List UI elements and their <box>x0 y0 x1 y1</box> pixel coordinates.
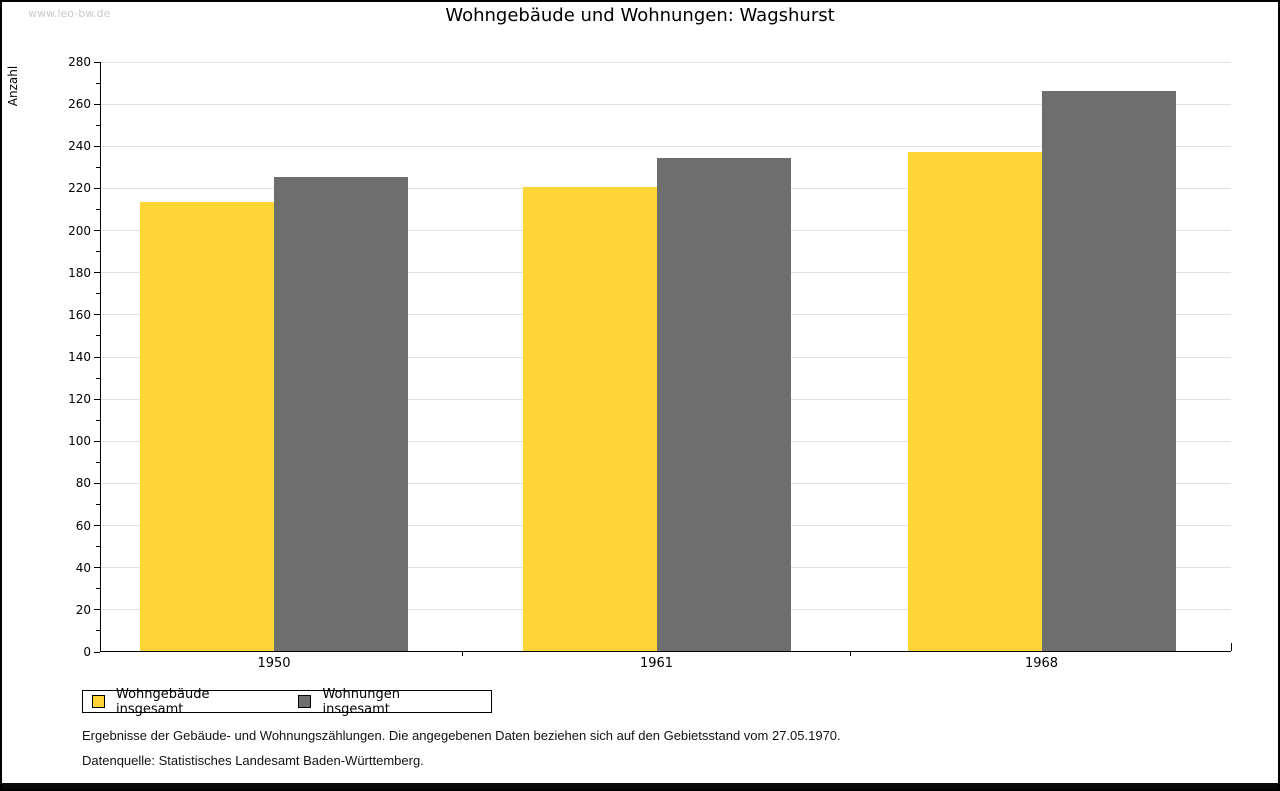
y-tick-20 <box>94 609 100 611</box>
footer-note: Ergebnisse der Gebäude- und Wohnungszähl… <box>82 728 841 743</box>
y-tick-60 <box>94 525 100 527</box>
footer-source: Datenquelle: Statistisches Landesamt Bad… <box>82 753 424 768</box>
y-tick-200 <box>94 230 100 232</box>
y-tick-220 <box>94 187 100 189</box>
y-minor-tick-150 <box>96 335 100 337</box>
y-tick-label-100: 100 <box>68 434 91 449</box>
legend-swatch-wohnungen <box>298 695 312 708</box>
gridline-y-280 <box>101 61 1231 63</box>
legend: Wohngebäude insgesamt Wohnungen insgesam… <box>82 687 492 717</box>
y-tick-120 <box>94 398 100 400</box>
bar-wohnungen-1950 <box>274 176 408 651</box>
y-tick-160 <box>94 314 100 316</box>
y-tick-label-200: 200 <box>68 223 91 238</box>
y-minor-tick-250 <box>96 124 100 126</box>
y-tick-180 <box>94 272 100 274</box>
gridline-y-260 <box>101 103 1231 105</box>
y-minor-tick-170 <box>96 293 100 295</box>
y-tick-260 <box>94 103 100 105</box>
y-minor-tick-130 <box>96 377 100 379</box>
gridline-y-240 <box>101 145 1231 147</box>
x-category-label-1950: 1950 <box>257 656 291 671</box>
watermark: www.leo-bw.de <box>28 7 111 20</box>
legend-swatch-wohngebaeude <box>92 695 105 708</box>
legend-label-wohnungen: Wohnungen insgesamt <box>322 686 400 717</box>
y-minor-tick-210 <box>96 209 100 210</box>
y-axis-title-text: Anzahl <box>6 65 20 107</box>
y-tick-label-160: 160 <box>68 307 91 322</box>
y-tick-280 <box>94 61 100 63</box>
y-tick-label-240: 240 <box>68 139 91 154</box>
x-separator-tick-1 <box>462 651 463 656</box>
y-tick-100 <box>94 440 100 442</box>
x-axis-end-tick <box>1231 643 1232 651</box>
plot-area: 0 20 40 60 80 100 120 140 160 180 200 220 240 260 280 1… <box>68 55 1232 671</box>
legend-entry-wohngebaeude: Wohngebäude insgesamt <box>92 687 256 717</box>
x-category-label-1961: 1961 <box>639 656 674 671</box>
y-minor-tick-50 <box>96 546 100 548</box>
bar-wohnungen-1961 <box>656 157 791 651</box>
legend-entry-wohnungen: Wohnungen insgesamt <box>298 687 449 717</box>
y-minor-tick-270 <box>96 82 100 84</box>
y-minor-tick-230 <box>96 166 100 168</box>
y-minor-tick-110 <box>96 419 100 421</box>
bottom-border-bar <box>2 783 1278 789</box>
y-tick-label-280: 280 <box>68 55 91 69</box>
y-tick-label-140: 140 <box>68 350 91 364</box>
y-minor-tick-70 <box>96 504 100 505</box>
y-tick-label-220: 220 <box>68 181 91 196</box>
bar-wohngebaeude-1961 <box>522 187 657 651</box>
y-minor-tick-190 <box>96 251 100 253</box>
bar-wohngebaeude-1950 <box>140 202 274 651</box>
y-tick-label-0: 0 <box>83 645 91 659</box>
y-tick-140 <box>94 356 100 358</box>
x-separator-tick-2 <box>850 651 851 656</box>
y-tick-80 <box>94 482 100 484</box>
y-minor-tick-90 <box>96 461 100 463</box>
legend-label-wohngebaeude: Wohngebäude insgesamt <box>116 686 210 717</box>
y-tick-label-40: 40 <box>75 560 91 575</box>
chart-title: Wohngebäude und Wohnungen: Wagshurst <box>445 5 835 26</box>
y-tick-label-180: 180 <box>68 265 91 280</box>
bar-wohngebaeude-1968 <box>907 151 1042 651</box>
y-tick-0 <box>94 651 100 653</box>
y-tick-40 <box>94 567 100 569</box>
y-tick-label-120: 120 <box>68 392 91 407</box>
y-tick-label-20: 20 <box>75 602 91 617</box>
y-tick-label-260: 260 <box>68 97 91 112</box>
y-minor-tick-10 <box>96 630 100 632</box>
y-tick-label-80: 80 <box>75 476 91 491</box>
bar-wohnungen-1968 <box>1041 90 1176 651</box>
y-minor-tick-30 <box>96 588 100 590</box>
x-category-label-1968: 1968 <box>1024 656 1059 671</box>
y-tick-240 <box>94 145 100 147</box>
y-tick-label-60: 60 <box>75 518 91 533</box>
